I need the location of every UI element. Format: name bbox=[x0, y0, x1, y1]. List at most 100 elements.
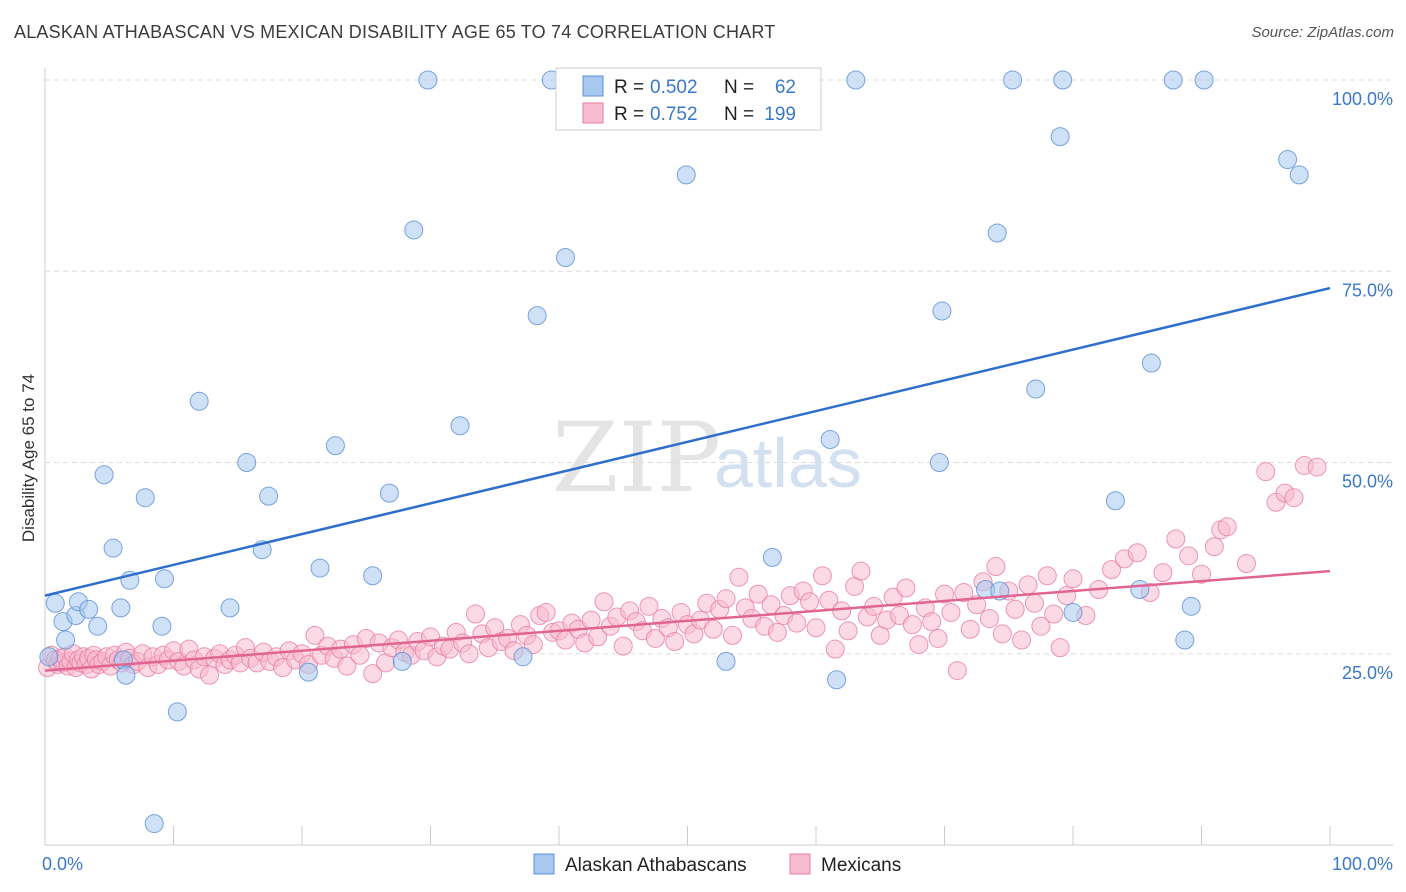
data-point bbox=[960, 619, 980, 639]
data-point bbox=[787, 613, 807, 633]
data-point bbox=[967, 595, 987, 615]
data-point bbox=[363, 566, 383, 586]
data-point bbox=[581, 610, 601, 630]
data-point bbox=[310, 558, 330, 578]
legend-swatch-athabascan bbox=[582, 75, 604, 97]
data-point bbox=[613, 636, 633, 656]
data-point bbox=[1003, 70, 1023, 90]
data-point bbox=[645, 628, 665, 648]
chart-title: ALASKAN ATHABASCAN VS MEXICAN DISABILITY… bbox=[14, 22, 776, 42]
data-point bbox=[941, 602, 961, 622]
data-point bbox=[896, 578, 916, 598]
data-point bbox=[1130, 579, 1150, 599]
data-point bbox=[987, 223, 1007, 243]
data-point bbox=[676, 165, 696, 185]
data-point bbox=[1031, 616, 1051, 636]
data-point bbox=[722, 625, 742, 645]
trend-line-athabascan bbox=[44, 286, 1331, 597]
data-point bbox=[986, 557, 1006, 577]
data-point bbox=[1105, 491, 1125, 511]
data-point bbox=[1024, 593, 1044, 613]
data-point bbox=[1050, 127, 1070, 147]
legend-n-value-1: 62 bbox=[775, 77, 796, 98]
data-point bbox=[929, 453, 949, 472]
data-point bbox=[812, 566, 832, 586]
data-point bbox=[337, 656, 357, 676]
data-point bbox=[88, 616, 108, 636]
data-point bbox=[832, 601, 852, 621]
data-point bbox=[767, 622, 787, 642]
data-point bbox=[890, 606, 910, 625]
data-point bbox=[155, 569, 175, 589]
data-point bbox=[1063, 602, 1083, 622]
data-point bbox=[665, 632, 685, 652]
data-point bbox=[1289, 165, 1309, 185]
legend-swatch-mexican bbox=[582, 102, 604, 124]
data-point bbox=[846, 70, 866, 90]
data-point bbox=[922, 612, 942, 632]
data-point bbox=[527, 306, 547, 326]
data-point bbox=[935, 584, 954, 604]
data-point bbox=[1256, 462, 1276, 482]
data-point bbox=[909, 635, 929, 655]
data-point bbox=[450, 416, 470, 436]
data-point bbox=[806, 618, 826, 638]
trend-line-mexican bbox=[44, 569, 1331, 672]
data-point bbox=[729, 567, 749, 587]
data-point bbox=[1278, 150, 1298, 170]
data-point bbox=[523, 635, 543, 655]
legend-r-label-2: R = bbox=[614, 104, 644, 125]
data-point bbox=[1053, 70, 1073, 90]
data-point bbox=[928, 628, 948, 648]
data-point bbox=[947, 661, 967, 681]
data-point bbox=[703, 619, 723, 639]
x-tick-label: 0.0% bbox=[42, 854, 83, 874]
data-point bbox=[459, 644, 479, 664]
data-point bbox=[56, 630, 76, 650]
data-point bbox=[1192, 564, 1211, 584]
data-point bbox=[1005, 599, 1025, 619]
data-point bbox=[259, 486, 279, 506]
data-point bbox=[94, 465, 114, 485]
y-axis-title: Disability Age 65 to 74 bbox=[19, 374, 38, 542]
y-tick-label: 50.0% bbox=[1342, 472, 1393, 492]
data-point bbox=[116, 665, 136, 685]
data-point bbox=[716, 651, 736, 671]
bottom-legend-label-mexican: Mexicans bbox=[821, 855, 901, 876]
data-point bbox=[39, 647, 59, 667]
data-point bbox=[536, 602, 556, 622]
data-point bbox=[825, 639, 845, 659]
data-point bbox=[363, 664, 383, 684]
data-point bbox=[1181, 596, 1201, 616]
data-point bbox=[1050, 638, 1070, 658]
x-tick-label: 100.0% bbox=[1332, 854, 1393, 874]
data-point bbox=[1153, 563, 1173, 583]
y-tick-label: 75.0% bbox=[1342, 280, 1393, 300]
data-point bbox=[1163, 70, 1183, 90]
y-tick-label: 100.0% bbox=[1332, 89, 1393, 109]
data-point bbox=[418, 70, 438, 90]
data-point bbox=[1102, 560, 1122, 580]
data-point bbox=[954, 583, 974, 603]
data-point bbox=[1179, 546, 1199, 566]
data-point bbox=[465, 604, 485, 624]
data-point bbox=[305, 625, 325, 645]
data-point bbox=[392, 651, 412, 671]
legend-n-label-1: N = bbox=[724, 77, 754, 98]
data-point bbox=[1063, 569, 1083, 589]
data-point bbox=[167, 702, 187, 722]
data-point bbox=[1141, 353, 1161, 373]
axes bbox=[44, 68, 1393, 846]
data-point bbox=[838, 621, 858, 641]
data-point bbox=[199, 665, 219, 685]
bottom-legend-label-athabascan: Alaskan Athabascans bbox=[565, 855, 747, 876]
data-point bbox=[1026, 379, 1046, 399]
legend-r-value-2: 0.752 bbox=[650, 104, 698, 125]
legend-n-value-2: 199 bbox=[764, 104, 796, 125]
data-point bbox=[762, 547, 782, 567]
legend-r-value-1: 0.502 bbox=[650, 77, 698, 98]
data-point bbox=[851, 561, 871, 581]
series-alaskan-athabascans bbox=[39, 70, 1309, 834]
data-point bbox=[135, 488, 155, 508]
data-point bbox=[992, 624, 1012, 644]
